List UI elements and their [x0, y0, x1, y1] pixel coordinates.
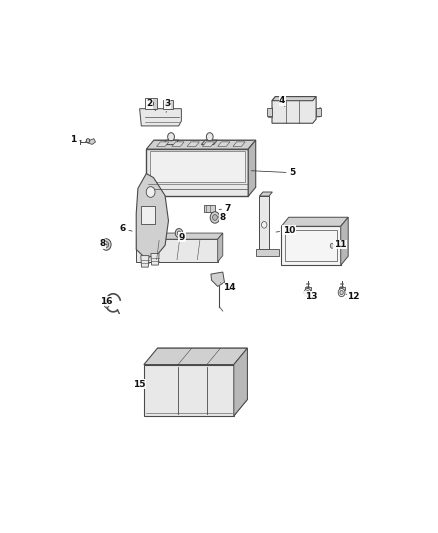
- Circle shape: [306, 290, 309, 295]
- Polygon shape: [285, 230, 337, 261]
- Polygon shape: [272, 96, 316, 123]
- Circle shape: [304, 288, 311, 297]
- Circle shape: [330, 243, 334, 248]
- Circle shape: [166, 102, 170, 107]
- Text: 4: 4: [279, 96, 286, 107]
- Polygon shape: [141, 206, 155, 224]
- Polygon shape: [304, 287, 311, 290]
- Text: 12: 12: [346, 292, 360, 301]
- Polygon shape: [144, 365, 234, 416]
- Circle shape: [206, 133, 213, 141]
- Circle shape: [210, 212, 220, 223]
- Polygon shape: [187, 142, 199, 147]
- Circle shape: [102, 239, 111, 251]
- Polygon shape: [259, 192, 272, 196]
- Circle shape: [212, 215, 217, 220]
- Polygon shape: [259, 196, 263, 249]
- Polygon shape: [267, 108, 272, 116]
- Circle shape: [177, 231, 181, 235]
- Polygon shape: [211, 272, 224, 286]
- Text: 10: 10: [276, 225, 295, 235]
- Polygon shape: [268, 107, 272, 117]
- Polygon shape: [234, 348, 247, 416]
- Circle shape: [168, 133, 174, 141]
- Text: 11: 11: [334, 240, 346, 249]
- Polygon shape: [146, 149, 248, 196]
- Polygon shape: [136, 174, 169, 257]
- Circle shape: [340, 290, 343, 295]
- Circle shape: [86, 139, 90, 143]
- Polygon shape: [248, 140, 256, 196]
- Polygon shape: [157, 348, 247, 416]
- Text: 13: 13: [305, 292, 317, 301]
- Text: 8: 8: [218, 213, 226, 222]
- Text: 15: 15: [133, 379, 146, 389]
- Circle shape: [146, 187, 155, 197]
- Polygon shape: [157, 142, 169, 147]
- Text: 16: 16: [100, 297, 113, 306]
- Polygon shape: [316, 107, 320, 117]
- Polygon shape: [256, 249, 279, 256]
- Text: 14: 14: [220, 282, 236, 292]
- Polygon shape: [136, 233, 223, 239]
- Polygon shape: [141, 256, 149, 267]
- Polygon shape: [151, 254, 159, 265]
- Polygon shape: [140, 109, 181, 126]
- Polygon shape: [218, 142, 230, 147]
- Polygon shape: [146, 140, 256, 149]
- Polygon shape: [218, 233, 223, 262]
- Polygon shape: [162, 100, 173, 109]
- Text: 9: 9: [179, 232, 185, 241]
- Circle shape: [338, 288, 345, 297]
- Polygon shape: [272, 96, 316, 101]
- Polygon shape: [259, 196, 269, 249]
- Circle shape: [261, 222, 267, 228]
- Polygon shape: [233, 142, 245, 147]
- Polygon shape: [281, 227, 341, 265]
- Polygon shape: [162, 140, 179, 144]
- Text: 3: 3: [164, 99, 170, 112]
- Text: 8: 8: [99, 239, 107, 248]
- Text: 2: 2: [146, 99, 155, 110]
- Polygon shape: [150, 151, 245, 182]
- Circle shape: [104, 241, 109, 247]
- Polygon shape: [202, 142, 215, 147]
- Polygon shape: [136, 239, 218, 262]
- Polygon shape: [201, 140, 217, 144]
- Text: 5: 5: [251, 168, 296, 177]
- Text: 6: 6: [120, 224, 132, 233]
- Circle shape: [149, 101, 154, 106]
- Polygon shape: [145, 99, 156, 109]
- Polygon shape: [172, 142, 184, 147]
- Polygon shape: [204, 205, 215, 212]
- Polygon shape: [85, 139, 95, 144]
- Polygon shape: [339, 287, 345, 290]
- Polygon shape: [281, 217, 348, 227]
- Polygon shape: [316, 108, 321, 116]
- Circle shape: [175, 229, 183, 238]
- Polygon shape: [144, 348, 247, 365]
- Circle shape: [104, 302, 109, 308]
- Text: 7: 7: [219, 204, 231, 213]
- Polygon shape: [341, 217, 348, 265]
- Text: 1: 1: [70, 135, 81, 144]
